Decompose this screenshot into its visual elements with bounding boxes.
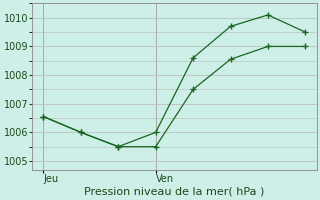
X-axis label: Pression niveau de la mer( hPa ): Pression niveau de la mer( hPa ) <box>84 187 265 197</box>
